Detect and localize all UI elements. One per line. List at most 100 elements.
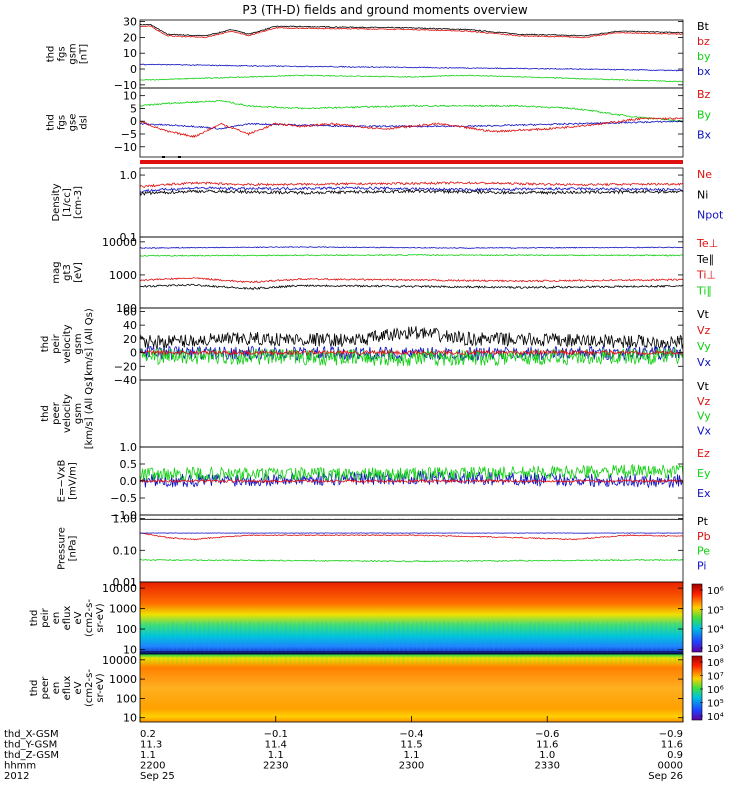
spectrogram-streak <box>406 621 409 654</box>
ytick-label: 0 <box>130 347 137 360</box>
spectrogram-streak <box>293 654 296 665</box>
spectrogram-streak <box>633 621 636 654</box>
ylabel-line: mag <box>51 261 62 283</box>
panel-p9: 10⁶ 10⁵ 10⁴ 10³ 10000 1000 100 10 thd peir en eflux… <box>29 581 724 656</box>
spectrogram-streak <box>167 654 170 665</box>
spectrogram-streak <box>569 654 572 665</box>
ylabel-p10: thd peer en eflux eV (cm2-s-sr-eV) <box>29 669 106 707</box>
ytick-label: 30 <box>123 16 137 29</box>
series-p3-Npot <box>139 186 684 193</box>
spectrogram-streak <box>556 621 559 654</box>
spectrogram-streak <box>538 654 541 665</box>
spectrogram-streak <box>140 621 142 654</box>
ytick-label: 1000 <box>109 673 137 686</box>
spectrogram-streak <box>619 654 622 665</box>
spectrogram-streak <box>628 621 631 654</box>
spectrogram-streak <box>307 621 310 654</box>
spectrogram-streak <box>578 621 581 654</box>
spectrogram-streak <box>461 621 464 654</box>
spectrogram-streak <box>235 621 238 654</box>
xaxis-value: Sep 25 <box>140 771 175 782</box>
xaxis-row-label: hhmm <box>4 761 36 772</box>
spectrogram-streak <box>488 654 491 665</box>
ylabel-line: peer <box>51 401 62 425</box>
ylabel-line: en <box>51 682 62 695</box>
spectrogram-streak <box>321 621 323 654</box>
legend-entry: Ti⊥ <box>696 269 716 282</box>
series-p3-Ni <box>139 188 684 196</box>
spectrogram-streak <box>311 621 314 654</box>
spectrogram-streak <box>216 654 219 665</box>
ylabel-line: velocity <box>62 394 73 433</box>
spectrogram-floor <box>140 651 683 654</box>
spectrogram-streak <box>366 621 369 654</box>
spectrogram-streak <box>615 654 618 665</box>
legend-entry: Te⊥ <box>696 237 718 250</box>
spectrogram-streak <box>574 621 577 654</box>
spectrogram-streak <box>483 654 486 665</box>
ylabel-line: (cm2-s- <box>84 599 95 637</box>
legend-entry: Vz <box>697 324 711 337</box>
spectrogram-streak <box>669 621 672 654</box>
spectrogram-streak <box>601 621 604 654</box>
spectrogram-streak <box>284 654 287 665</box>
legend-entry: Vt <box>697 380 710 393</box>
spectrogram-streak <box>225 621 228 654</box>
spectrogram-streak <box>266 621 269 654</box>
spectrogram-streak <box>280 654 283 665</box>
ylabel-line: peir <box>51 333 62 353</box>
colorbar-label: 10⁸ <box>707 658 724 669</box>
spectrogram-streak <box>524 654 527 665</box>
spectrogram-streak <box>171 621 174 654</box>
ytick-label: 100 <box>116 302 137 315</box>
series-p4-Te∥ <box>139 283 684 291</box>
ylabel-line: eflux <box>62 606 73 631</box>
legend-entry: By <box>697 108 712 121</box>
ylabel-line: [cm-3] <box>73 186 84 219</box>
spectrogram-streak <box>673 621 676 654</box>
ytick-label: 10000 <box>102 236 137 249</box>
spectrogram-streak <box>343 621 346 654</box>
legend-entry: bz <box>697 35 710 48</box>
series-p1-bx <box>139 63 684 72</box>
spectrogram-streak <box>366 654 369 665</box>
spectrogram-streak <box>302 621 305 654</box>
panel-p6: thd peer velocity gsm [km/s] (All Qs) Vt Vz VyV… <box>40 378 712 450</box>
ylabel-p1: thd fgs gsm [nT] <box>46 43 90 64</box>
ylabel-line: [km/s] (All Qs) <box>84 378 95 450</box>
spectrogram-streak <box>284 621 287 654</box>
spectrogram-streak <box>429 654 432 665</box>
spectrogram-streak <box>361 654 364 665</box>
ytick-label: 10 <box>123 712 137 725</box>
xaxis-value: −0.4 <box>399 729 423 740</box>
spectrogram-streak <box>597 621 600 654</box>
spectrogram-streak <box>651 654 654 665</box>
spectrogram-streak <box>569 621 572 654</box>
ytick-label: −10 <box>114 141 137 154</box>
spectrogram-streak <box>361 621 364 654</box>
colorbar-label: 10⁷ <box>707 672 724 683</box>
spectrogram-streak <box>212 621 215 654</box>
spectrogram-streak <box>660 654 663 665</box>
xaxis-value: −0.6 <box>535 729 559 740</box>
ylabel-p6: thd peer velocity gsm [km/s] (All Qs) <box>40 378 95 450</box>
ytick-label: 1.0 <box>120 169 138 182</box>
spectrogram-streak <box>497 621 500 654</box>
spectrogram-streak <box>207 654 210 665</box>
legend-entry: Ne <box>697 168 712 181</box>
frame-p2 <box>139 87 684 158</box>
spectrogram-streak <box>289 654 292 665</box>
spectrogram-streak <box>542 654 545 665</box>
spectrogram-streak <box>474 621 477 654</box>
ytick-label: 100 <box>116 623 137 636</box>
series-p4-Ti∥ <box>139 253 683 257</box>
xaxis-value: 0.2 <box>140 729 156 740</box>
ylabel-line: gt3 <box>62 264 73 281</box>
legend-entry: Vy <box>697 410 711 423</box>
spectrogram-streak <box>456 621 459 654</box>
ylabel-p5: thd peir velocity gsm [km/s] (All Qs) <box>40 308 95 380</box>
legend-entry: Ex <box>697 487 711 500</box>
spectrogram-streak <box>488 621 491 654</box>
